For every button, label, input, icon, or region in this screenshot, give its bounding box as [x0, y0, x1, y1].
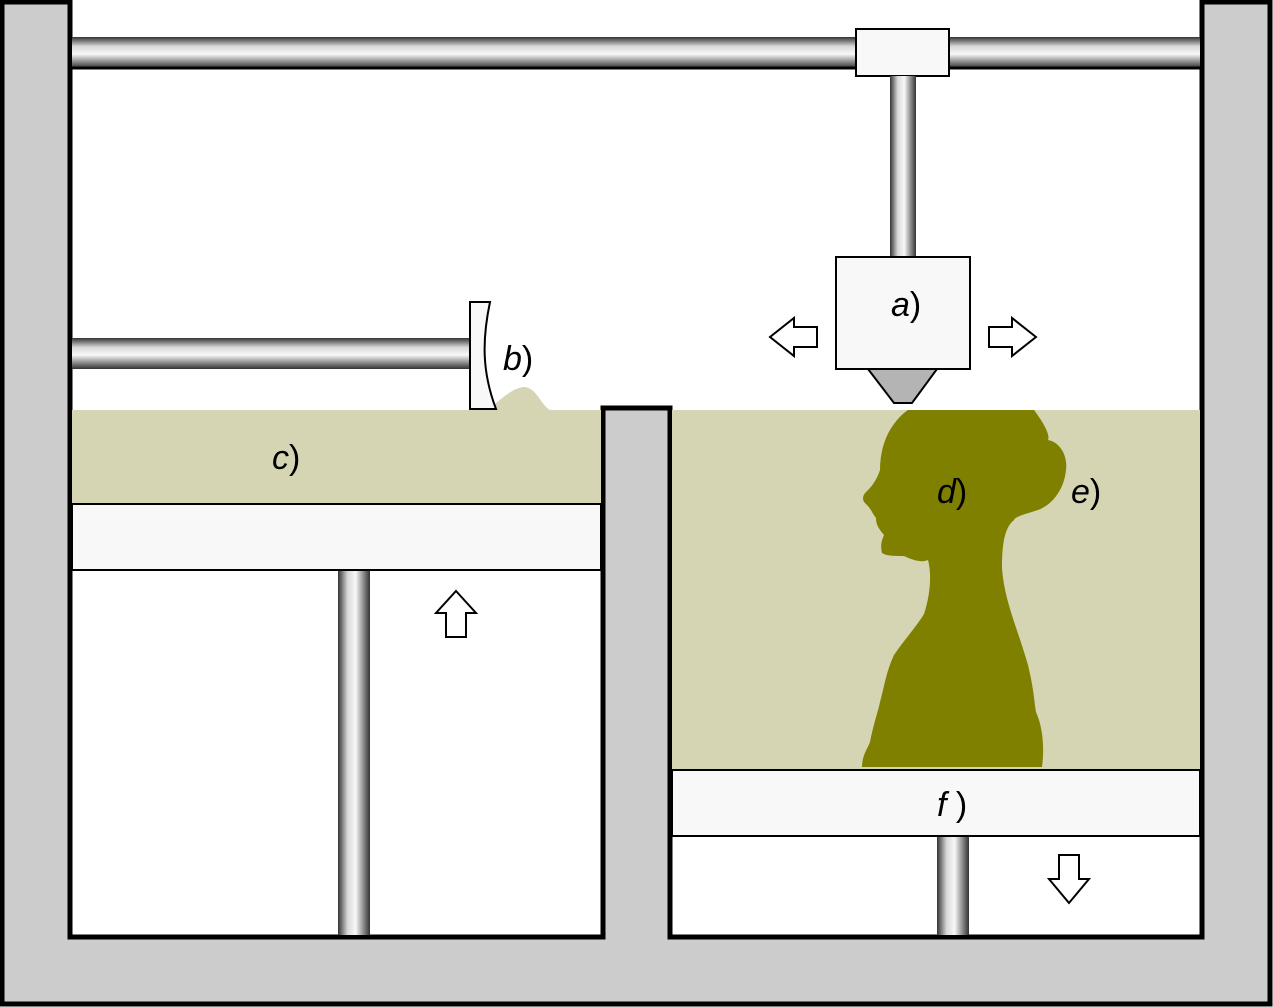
- feed-powder: [72, 410, 601, 504]
- print-head-rod: [890, 76, 916, 258]
- label-recoater: b): [503, 340, 533, 378]
- arrow-right-icon: [988, 315, 1038, 359]
- print-head: [835, 256, 971, 370]
- build-platform: [671, 769, 1201, 837]
- feed-piston-rod: [338, 571, 370, 935]
- gantry-carriage: [855, 28, 950, 77]
- arrow-left-icon: [768, 315, 818, 359]
- label-print-head: a): [891, 286, 921, 324]
- label-printed-part: d): [937, 473, 967, 511]
- arrow-up-icon: [433, 589, 479, 638]
- label-feed-powder: c): [272, 439, 300, 477]
- build-piston-rod: [937, 837, 969, 935]
- label-powder-bed: e): [1071, 473, 1101, 511]
- gantry-rail: [72, 37, 1200, 68]
- printed-part: [862, 410, 1067, 767]
- powder-heap: [488, 387, 550, 410]
- print-head-nozzle: [865, 368, 939, 404]
- recoater-blade: [469, 301, 498, 410]
- feed-platform: [71, 503, 602, 571]
- label-build-platform: f ): [937, 786, 967, 824]
- arrow-down-icon: [1046, 854, 1092, 905]
- recoater-arm: [72, 338, 472, 369]
